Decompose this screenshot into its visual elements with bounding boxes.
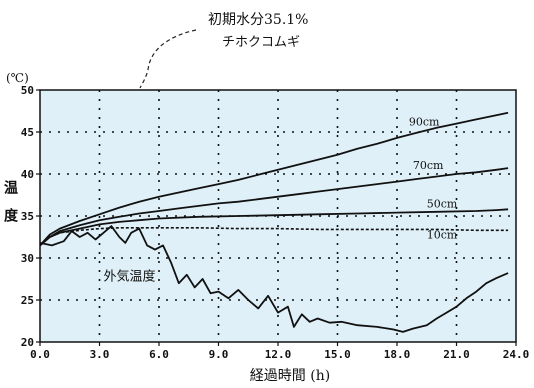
- series-line-1: [39, 167, 509, 247]
- y-tick-label: 20: [21, 336, 34, 349]
- y-tick-label: 25: [21, 294, 34, 307]
- series-label-3: 10cm: [427, 229, 458, 242]
- y-tick-label: 40: [21, 168, 34, 181]
- series-line-3: [39, 227, 509, 247]
- series-line-2: [39, 208, 509, 247]
- series-group: [39, 111, 509, 333]
- x-axis-label: 経過時間 (h): [250, 368, 330, 384]
- x-tick-label: 0.0: [30, 348, 50, 361]
- x-ticks: 0.0 3.0 6.0 9.0 12.0 15.0 18.0 21.0 24.0: [30, 342, 529, 361]
- series-line-4: [39, 225, 509, 333]
- series-label-1: 70cm: [413, 159, 444, 172]
- x-tick-label: 15.0: [324, 348, 351, 361]
- y-tick-label: 45: [21, 126, 34, 139]
- x-tick-label: 21.0: [443, 348, 470, 361]
- x-tick-label: 3.0: [90, 348, 110, 361]
- series-label-4: 外気温度: [103, 269, 155, 285]
- y-tick-label: 50: [21, 84, 34, 97]
- annotation-line1: 初期水分35.1%: [208, 11, 308, 28]
- y-tick-label: 30: [21, 252, 34, 265]
- x-tick-label: 24.0: [503, 348, 530, 361]
- x-tick-label: 9.0: [209, 348, 229, 361]
- x-tick-label: 12.0: [265, 348, 292, 361]
- y-unit: (℃): [6, 71, 29, 85]
- x-tick-label: 6.0: [149, 348, 169, 361]
- series-label-0: 90cm: [409, 115, 440, 128]
- annotation-leader: [139, 29, 197, 89]
- y-axis-label: 温度: [2, 180, 18, 236]
- series-line-0: [39, 111, 509, 247]
- y-ticks: 20 25 30 35 40 45 50: [21, 84, 40, 349]
- x-tick-label: 18.0: [384, 348, 411, 361]
- y-tick-label: 35: [21, 210, 34, 223]
- annotation-line2: チホクコムギ: [222, 35, 300, 50]
- series-label-2: 50cm: [427, 198, 458, 211]
- series-labels: 90cm 70cm 50cm 10cm 外気温度: [103, 115, 457, 284]
